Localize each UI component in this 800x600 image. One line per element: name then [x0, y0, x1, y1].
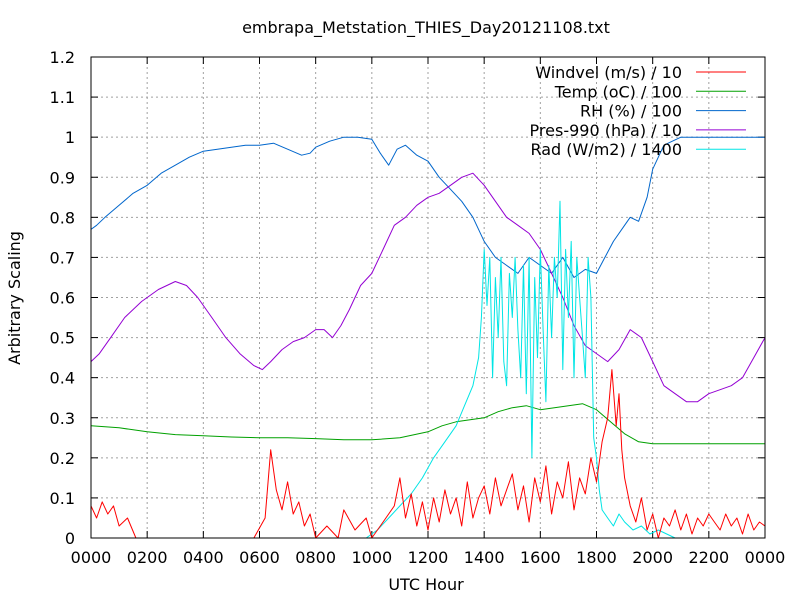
y-tick-label: 1.1: [50, 88, 75, 107]
y-axis: 0 0.1 0.2 0.3 0.4 0.5 0.6 0.7 0.8 0.9 1 1.1 1.2: [50, 48, 765, 548]
series-line-0: [90, 369, 766, 539]
legend-label: Windvel (m/s) / 10: [535, 63, 682, 82]
legend-label: Temp (oC) / 100: [554, 82, 682, 101]
y-tick-label: 0.1: [50, 489, 75, 508]
x-tick-label: 0600: [239, 548, 280, 567]
legend-label: Pres-990 (hPa) / 10: [530, 121, 682, 140]
y-tick-label: 0.4: [50, 369, 75, 388]
plot-frame: [90, 56, 766, 539]
y-tick-label: 0.9: [50, 168, 75, 187]
y-tick-label: 0.8: [50, 208, 75, 227]
y-axis-label: Arbitrary Scaling: [5, 231, 24, 365]
x-tick-label: 1800: [576, 548, 617, 567]
series-group: [90, 136, 766, 539]
x-tick-label: 1600: [520, 548, 561, 567]
y-tick-label: 0.6: [50, 289, 75, 308]
x-tick-label: 0200: [127, 548, 168, 567]
legend-label: Rad (W/m2) / 1400: [530, 140, 682, 159]
x-tick-label: 1000: [351, 548, 392, 567]
x-tick-label: 0400: [183, 548, 224, 567]
x-axis-label: UTC Hour: [388, 575, 464, 594]
x-tick-label: 2000: [632, 548, 673, 567]
x-tick-label: 2200: [688, 548, 729, 567]
x-axis: 0000 0200 0400 0600 0800 1000 1200 1400 1600 1800…: [71, 57, 786, 567]
y-tick-label: 0.3: [50, 409, 75, 428]
y-tick-label: 1: [65, 128, 75, 147]
y-tick-label: 0.7: [50, 248, 75, 267]
x-tick-label: 0800: [295, 548, 336, 567]
series-line-2: [90, 136, 765, 278]
legend-label: RH (%) / 100: [580, 102, 682, 121]
series-line-1: [90, 403, 765, 445]
x-tick-label: 0000: [71, 548, 112, 567]
y-tick-label: 0: [65, 529, 75, 548]
x-tick-label: 1400: [464, 548, 505, 567]
chart-title: embrapa_Metstation_THIES_Day20121108.txt: [242, 18, 610, 38]
series-line-3: [90, 172, 766, 403]
y-tick-label: 1.2: [50, 48, 75, 67]
series-line-4: [91, 200, 765, 539]
x-tick-label: 1200: [408, 548, 449, 567]
y-tick-label: 0.2: [50, 449, 75, 468]
x-tick-label: 0000: [745, 548, 786, 567]
y-tick-label: 0.5: [50, 329, 75, 348]
